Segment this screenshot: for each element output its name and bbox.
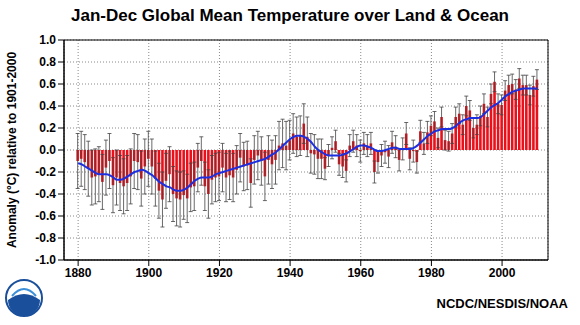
svg-text:1960: 1960 [347,266,374,280]
svg-text:0.8: 0.8 [39,55,56,69]
svg-text:0.6: 0.6 [39,77,56,91]
svg-text:1900: 1900 [135,266,162,280]
svg-text:0.0: 0.0 [39,143,56,157]
svg-text:-0.8: -0.8 [35,231,56,245]
svg-text:1880: 1880 [65,266,92,280]
svg-text:-1.0: -1.0 [35,253,56,267]
html-text:NCDC/NESDIS/NOAA: NCDC/NESDIS/NOAA [436,296,568,311]
svg-text:0.2: 0.2 [39,121,56,135]
svg-text:1980: 1980 [418,266,445,280]
svg-text:2000: 2000 [489,266,516,280]
html-text:Jan-Dec Global Mean Temperatur: Jan-Dec Global Mean Temperature over Lan… [71,6,509,25]
svg-text:1.0: 1.0 [39,33,56,47]
svg-text:1920: 1920 [206,266,233,280]
svg-text:0.4: 0.4 [39,99,56,113]
svg-text:Anomaly (°C) relative to 1901-: Anomaly (°C) relative to 1901-2000 [8,52,19,249]
svg-text:1940: 1940 [277,266,304,280]
svg-text:-0.6: -0.6 [35,209,56,223]
svg-text:-0.4: -0.4 [35,187,56,201]
svg-text:-0.2: -0.2 [35,165,56,179]
